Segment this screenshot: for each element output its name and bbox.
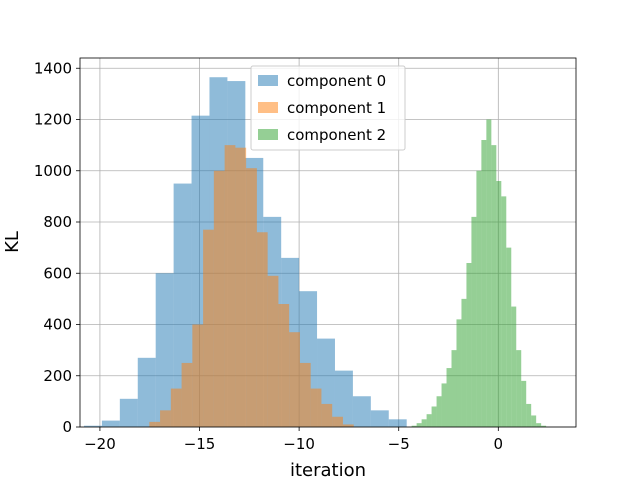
histogram-bar bbox=[388, 419, 407, 427]
legend-swatch bbox=[258, 129, 278, 140]
histogram-bar bbox=[451, 350, 457, 427]
histogram-bar bbox=[486, 119, 492, 427]
y-tick-label: 0 bbox=[62, 418, 72, 436]
histogram-bar bbox=[299, 362, 311, 427]
histogram-bar bbox=[531, 415, 537, 427]
legend-box bbox=[250, 65, 406, 151]
y-axis-label: KL bbox=[2, 231, 23, 253]
histogram-bar bbox=[149, 421, 161, 427]
histogram-bars bbox=[83, 77, 547, 427]
y-tick-label: 600 bbox=[43, 264, 72, 282]
legend: component 0 component 1 component 2 bbox=[250, 65, 406, 151]
histogram-bar bbox=[461, 298, 467, 427]
histogram-bar bbox=[155, 273, 174, 427]
histogram-bar bbox=[541, 425, 547, 427]
histogram-bar bbox=[334, 370, 353, 427]
x-tick-label: −15 bbox=[184, 435, 216, 453]
x-tick-label: 0 bbox=[494, 435, 504, 453]
histogram-bar bbox=[256, 232, 268, 427]
y-tick-label: 200 bbox=[43, 367, 72, 385]
histogram-bar bbox=[235, 147, 247, 427]
histogram-bar bbox=[203, 229, 214, 427]
histogram-bar bbox=[181, 362, 193, 427]
histogram-bar bbox=[426, 414, 432, 427]
histogram-bar bbox=[496, 181, 502, 427]
histogram-bar bbox=[370, 410, 389, 427]
histogram-bar bbox=[267, 275, 279, 427]
histogram-bar bbox=[476, 170, 482, 427]
x-axis-label: iteration bbox=[290, 460, 366, 480]
histogram-bar bbox=[511, 306, 517, 427]
histogram-bar bbox=[441, 383, 447, 427]
axis-ticks: −20 −15 −10 −5 0 0 200 400 600 800 1000 1200 1400 bbox=[34, 59, 503, 453]
histogram-bar bbox=[431, 406, 437, 427]
histogram-bar bbox=[119, 398, 138, 427]
x-tick-label: −5 bbox=[388, 435, 410, 453]
histogram-bar bbox=[436, 396, 442, 427]
y-tick-label: 1400 bbox=[34, 59, 72, 77]
histogram-bar bbox=[416, 423, 422, 427]
legend-swatch bbox=[258, 75, 278, 86]
x-tick-label: −20 bbox=[84, 435, 116, 453]
series-2-bars bbox=[411, 119, 547, 427]
series-1-bars bbox=[149, 145, 354, 427]
histogram-bar bbox=[246, 168, 257, 427]
histogram-bar bbox=[160, 410, 171, 427]
histogram-bar bbox=[521, 380, 527, 427]
histogram-bar bbox=[342, 424, 354, 427]
histogram-bar bbox=[170, 388, 182, 427]
y-tick-label: 400 bbox=[43, 316, 72, 334]
histogram-bar bbox=[526, 403, 532, 427]
histogram-bar bbox=[446, 368, 452, 427]
histogram-bar bbox=[491, 145, 497, 427]
histogram-bar bbox=[224, 145, 236, 427]
legend-label: component 2 bbox=[287, 126, 386, 144]
histogram-bar bbox=[137, 357, 156, 427]
histogram-bar bbox=[506, 247, 512, 427]
histogram-bar bbox=[471, 216, 477, 427]
y-tick-label: 800 bbox=[43, 213, 72, 231]
histogram-bar bbox=[101, 420, 120, 427]
histogram-bar bbox=[411, 425, 417, 427]
y-tick-label: 1000 bbox=[34, 162, 72, 180]
histogram-bar bbox=[421, 419, 427, 427]
legend-label: component 1 bbox=[287, 99, 386, 117]
histogram-bar bbox=[466, 263, 472, 427]
histogram-bar bbox=[83, 425, 102, 427]
histogram-bar bbox=[278, 304, 290, 427]
histogram-bar bbox=[456, 319, 462, 427]
histogram-bar bbox=[192, 324, 204, 427]
legend-label: component 0 bbox=[287, 72, 386, 90]
histogram-bar bbox=[501, 196, 507, 427]
histogram-bar bbox=[481, 140, 487, 427]
plot-frame bbox=[79, 57, 577, 428]
x-tick-label: −10 bbox=[283, 435, 315, 453]
histogram-bar bbox=[536, 423, 542, 427]
y-tick-label: 1200 bbox=[34, 111, 72, 129]
histogram-bar bbox=[310, 388, 322, 427]
histogram-bar bbox=[516, 350, 522, 427]
histogram-bar bbox=[332, 416, 343, 427]
histogram-bar bbox=[289, 332, 300, 427]
histogram-bar bbox=[213, 170, 225, 427]
histogram-bar bbox=[321, 403, 333, 427]
legend-swatch bbox=[258, 102, 278, 113]
histogram-bar bbox=[352, 396, 371, 427]
